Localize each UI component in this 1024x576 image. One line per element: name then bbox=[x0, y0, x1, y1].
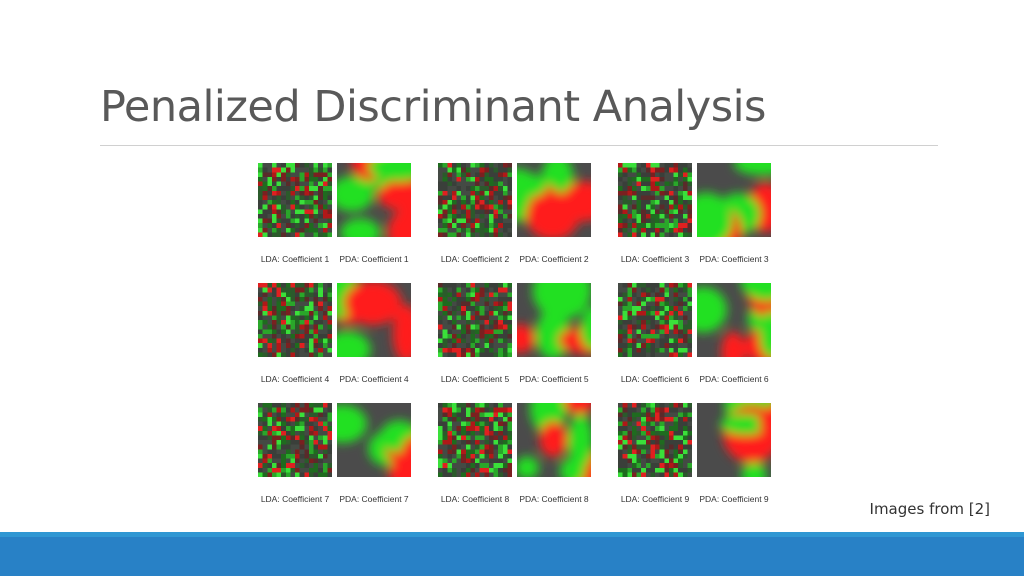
pda-coefficient-image-8 bbox=[517, 403, 591, 477]
pda-coefficient-image-6 bbox=[697, 283, 771, 357]
image-credit: Images from [2] bbox=[869, 500, 990, 518]
pda-caption-3: PDA: Coefficient 3 bbox=[699, 254, 769, 264]
lda-coefficient-image-1 bbox=[258, 163, 332, 237]
lda-coefficient-image-4 bbox=[258, 283, 332, 357]
lda-coefficient-image-6 bbox=[618, 283, 692, 357]
lda-coefficient-image-3 bbox=[618, 163, 692, 237]
pda-coefficient-image-3 bbox=[697, 163, 771, 237]
lda-caption-5: LDA: Coefficient 5 bbox=[440, 374, 510, 384]
pda-caption-1: PDA: Coefficient 1 bbox=[339, 254, 409, 264]
pda-caption-2: PDA: Coefficient 2 bbox=[519, 254, 589, 264]
pda-coefficient-image-5 bbox=[517, 283, 591, 357]
pda-caption-5: PDA: Coefficient 5 bbox=[519, 374, 589, 384]
lda-coefficient-image-2 bbox=[438, 163, 512, 237]
pda-coefficient-image-7 bbox=[337, 403, 411, 477]
pda-coefficient-image-1 bbox=[337, 163, 411, 237]
lda-caption-9: LDA: Coefficient 9 bbox=[620, 494, 690, 504]
lda-coefficient-image-9 bbox=[618, 403, 692, 477]
pda-coefficient-image-2 bbox=[517, 163, 591, 237]
pda-caption-9: PDA: Coefficient 9 bbox=[699, 494, 769, 504]
pda-caption-8: PDA: Coefficient 8 bbox=[519, 494, 589, 504]
lda-caption-8: LDA: Coefficient 8 bbox=[440, 494, 510, 504]
pda-caption-6: PDA: Coefficient 6 bbox=[699, 374, 769, 384]
lda-caption-6: LDA: Coefficient 6 bbox=[620, 374, 690, 384]
title-divider bbox=[100, 145, 938, 146]
footer-bar bbox=[0, 537, 1024, 576]
lda-caption-3: LDA: Coefficient 3 bbox=[620, 254, 690, 264]
lda-coefficient-image-8 bbox=[438, 403, 512, 477]
lda-caption-4: LDA: Coefficient 4 bbox=[260, 374, 330, 384]
slide-title: Penalized Discriminant Analysis bbox=[100, 82, 766, 132]
lda-caption-2: LDA: Coefficient 2 bbox=[440, 254, 510, 264]
pda-caption-4: PDA: Coefficient 4 bbox=[339, 374, 409, 384]
pda-coefficient-image-9 bbox=[697, 403, 771, 477]
pda-coefficient-image-4 bbox=[337, 283, 411, 357]
lda-caption-1: LDA: Coefficient 1 bbox=[260, 254, 330, 264]
footer-accent-stripe bbox=[0, 532, 1024, 537]
lda-coefficient-image-7 bbox=[258, 403, 332, 477]
pda-caption-7: PDA: Coefficient 7 bbox=[339, 494, 409, 504]
lda-coefficient-image-5 bbox=[438, 283, 512, 357]
lda-caption-7: LDA: Coefficient 7 bbox=[260, 494, 330, 504]
